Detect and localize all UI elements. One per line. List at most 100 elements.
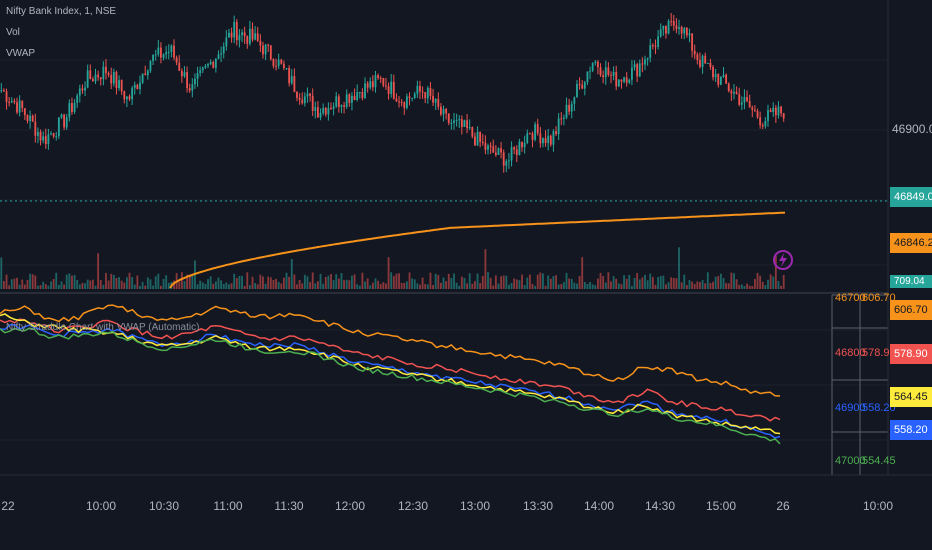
x-tick-label: 10:00 [863,499,893,513]
candle-body [3,90,5,92]
volume-bar [162,278,165,289]
candle-body [133,84,136,88]
volume-legend[interactable]: Vol [6,27,20,38]
candle-body [385,85,387,87]
volume-bar [615,278,618,289]
volume-bar [657,277,660,289]
volume-bars [0,247,785,289]
candle-body [217,54,220,59]
candle-body [769,110,772,112]
candle-body [91,78,94,82]
volume-bar [241,275,243,289]
volume-bar [447,273,450,289]
volume-bar [18,284,21,289]
x-tick-label: 13:30 [523,499,553,513]
volume-bar [50,281,52,289]
candle-body [118,80,120,89]
candle-body [743,97,746,103]
candle-body [615,71,618,87]
volume-bar [379,284,382,289]
candle-body [0,90,3,92]
indicator-title[interactable]: Nifty Straddle Chart with VWAP (Automati… [6,322,200,333]
indicator-price-tag: 606.70 [890,300,932,320]
candle-body [327,107,330,115]
candle-body [439,106,442,115]
candle-body [5,91,8,102]
candle-body [434,98,437,103]
volume-bar [733,273,735,289]
candle-body [34,121,37,136]
candle-body [309,93,311,96]
candle-body [411,97,414,99]
lightning-icon-circle[interactable] [773,250,793,270]
vwap-price-tag: 46846.23 [890,233,932,253]
candle-body [165,52,168,55]
candle-body [60,114,63,118]
candle-body [55,136,58,138]
candle-body [636,64,639,77]
candle-body [115,71,118,89]
volume-bar [186,274,189,289]
candle-body [222,46,225,54]
candle-body [246,36,249,44]
volume-bar [84,283,86,289]
candle-body [617,79,620,87]
volume-bar [756,272,759,289]
candle-body [633,64,636,68]
volume-bar [377,280,380,289]
volume-bar [500,276,503,289]
volume-bar [29,273,32,289]
volume-bar [235,277,238,289]
candle-body [379,77,382,79]
volume-bar [269,277,272,289]
volume-bar [71,275,73,289]
vwap-legend[interactable]: VWAP [6,48,36,59]
volume-bar [680,282,683,289]
candle-body [573,97,576,104]
candle-body [657,36,660,47]
candle-body [285,67,288,69]
volume-bar [332,280,335,289]
volume-bar [510,282,513,289]
volume-bar [769,274,772,289]
volume-bar [487,272,489,289]
volume-bar [518,280,521,289]
candle-body [364,83,366,99]
volume-bar [230,283,233,289]
volume-bar [309,282,311,289]
candle-body [447,113,450,124]
volume-bar [408,272,411,289]
volume-bar [442,277,445,289]
volume-bar [416,283,419,289]
candle-body [421,91,424,93]
volume-bar [688,280,691,289]
candle-body [628,79,631,83]
volume-bar [767,279,769,289]
volume-bar [99,279,102,289]
volume-bar [204,283,207,289]
candle-body [453,120,455,123]
candle-body [706,63,709,65]
volume-bar [280,283,283,289]
candle-body [251,28,254,40]
candle-body [57,117,60,137]
lightning-icon[interactable] [779,253,787,267]
candle-body [484,142,487,150]
candle-body [555,131,557,135]
candle-body [764,120,767,127]
candle-body [275,65,277,67]
candle-body [371,81,374,88]
volume-bar [133,284,136,289]
candle-body [68,103,71,118]
candle-body [500,148,503,153]
volume-bar [78,284,81,289]
volume-bar [594,285,597,289]
volume-bar [238,275,241,289]
symbol-title[interactable]: Nifty Bank Index, 1, NSE [6,6,117,17]
candle-body [508,160,510,162]
candle-body [392,81,395,99]
candle-body [748,100,751,108]
volume-bar [246,272,249,289]
candle-body [314,107,317,111]
